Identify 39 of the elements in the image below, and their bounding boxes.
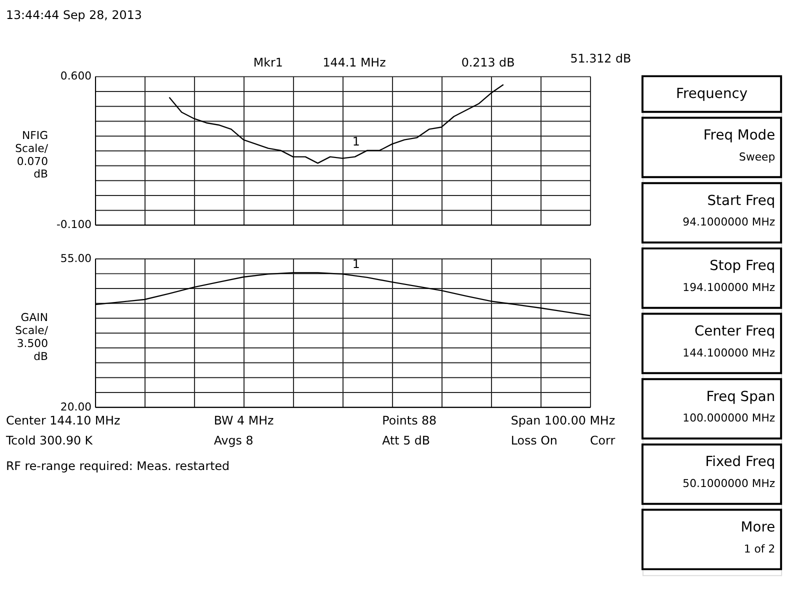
y-tick-label: 0.600 [60,70,92,83]
text: 100.000000 MHz [682,412,776,425]
text: Stop Freq [710,258,776,274]
text: Span 100.00 MHz [510,414,616,428]
annotation: 1 [352,257,360,272]
text: Freq Span [706,388,776,405]
text: BW 4 MHz [214,414,274,428]
text: 194.100000 MHz [682,281,776,294]
text: 94.1000000 MHz [682,216,776,229]
text: Loss On [510,433,558,448]
y-axis-title: NFIG Scale/ 0.070 dB [15,129,48,181]
text: Avgs 8 [214,433,254,448]
y-tick-label: 55.00 [60,252,92,265]
text: Corr [590,433,616,448]
text: Start Freq [707,192,776,209]
text: Center 144.10 MHz [6,414,120,428]
text: 144.100000 MHz [682,346,776,360]
text: RF re-range required: Meas. restarted [6,459,230,474]
text: Mkr1 [253,55,283,70]
text: Center Freq [694,324,776,340]
text: 13:44:44 Sep 28, 2013 [6,8,142,22]
line-series [168,84,504,164]
text: Sweep [739,150,776,164]
y-axis-title: GAIN Scale/ 3.500 dB [15,311,48,363]
annotation: 1 [352,134,360,148]
text: 50.1000000 MHz [682,477,776,490]
text: Frequency [676,86,748,102]
text: 1 of 2 [744,542,776,556]
y-tick-label: -0.100 [56,218,92,232]
text: More [740,520,776,536]
text: Fixed Freq [705,454,776,470]
text: 144.1 MHz [322,55,386,70]
text: Tcold 300.90 K [4,433,94,448]
text: 51.312 dB [570,51,632,66]
text: Att 5 dB [382,433,430,448]
y-tick-label: 20.00 [60,400,92,414]
text: Points 88 [382,414,437,428]
text: 0.213 dB [461,55,515,70]
text: Freq Mode [703,128,776,144]
